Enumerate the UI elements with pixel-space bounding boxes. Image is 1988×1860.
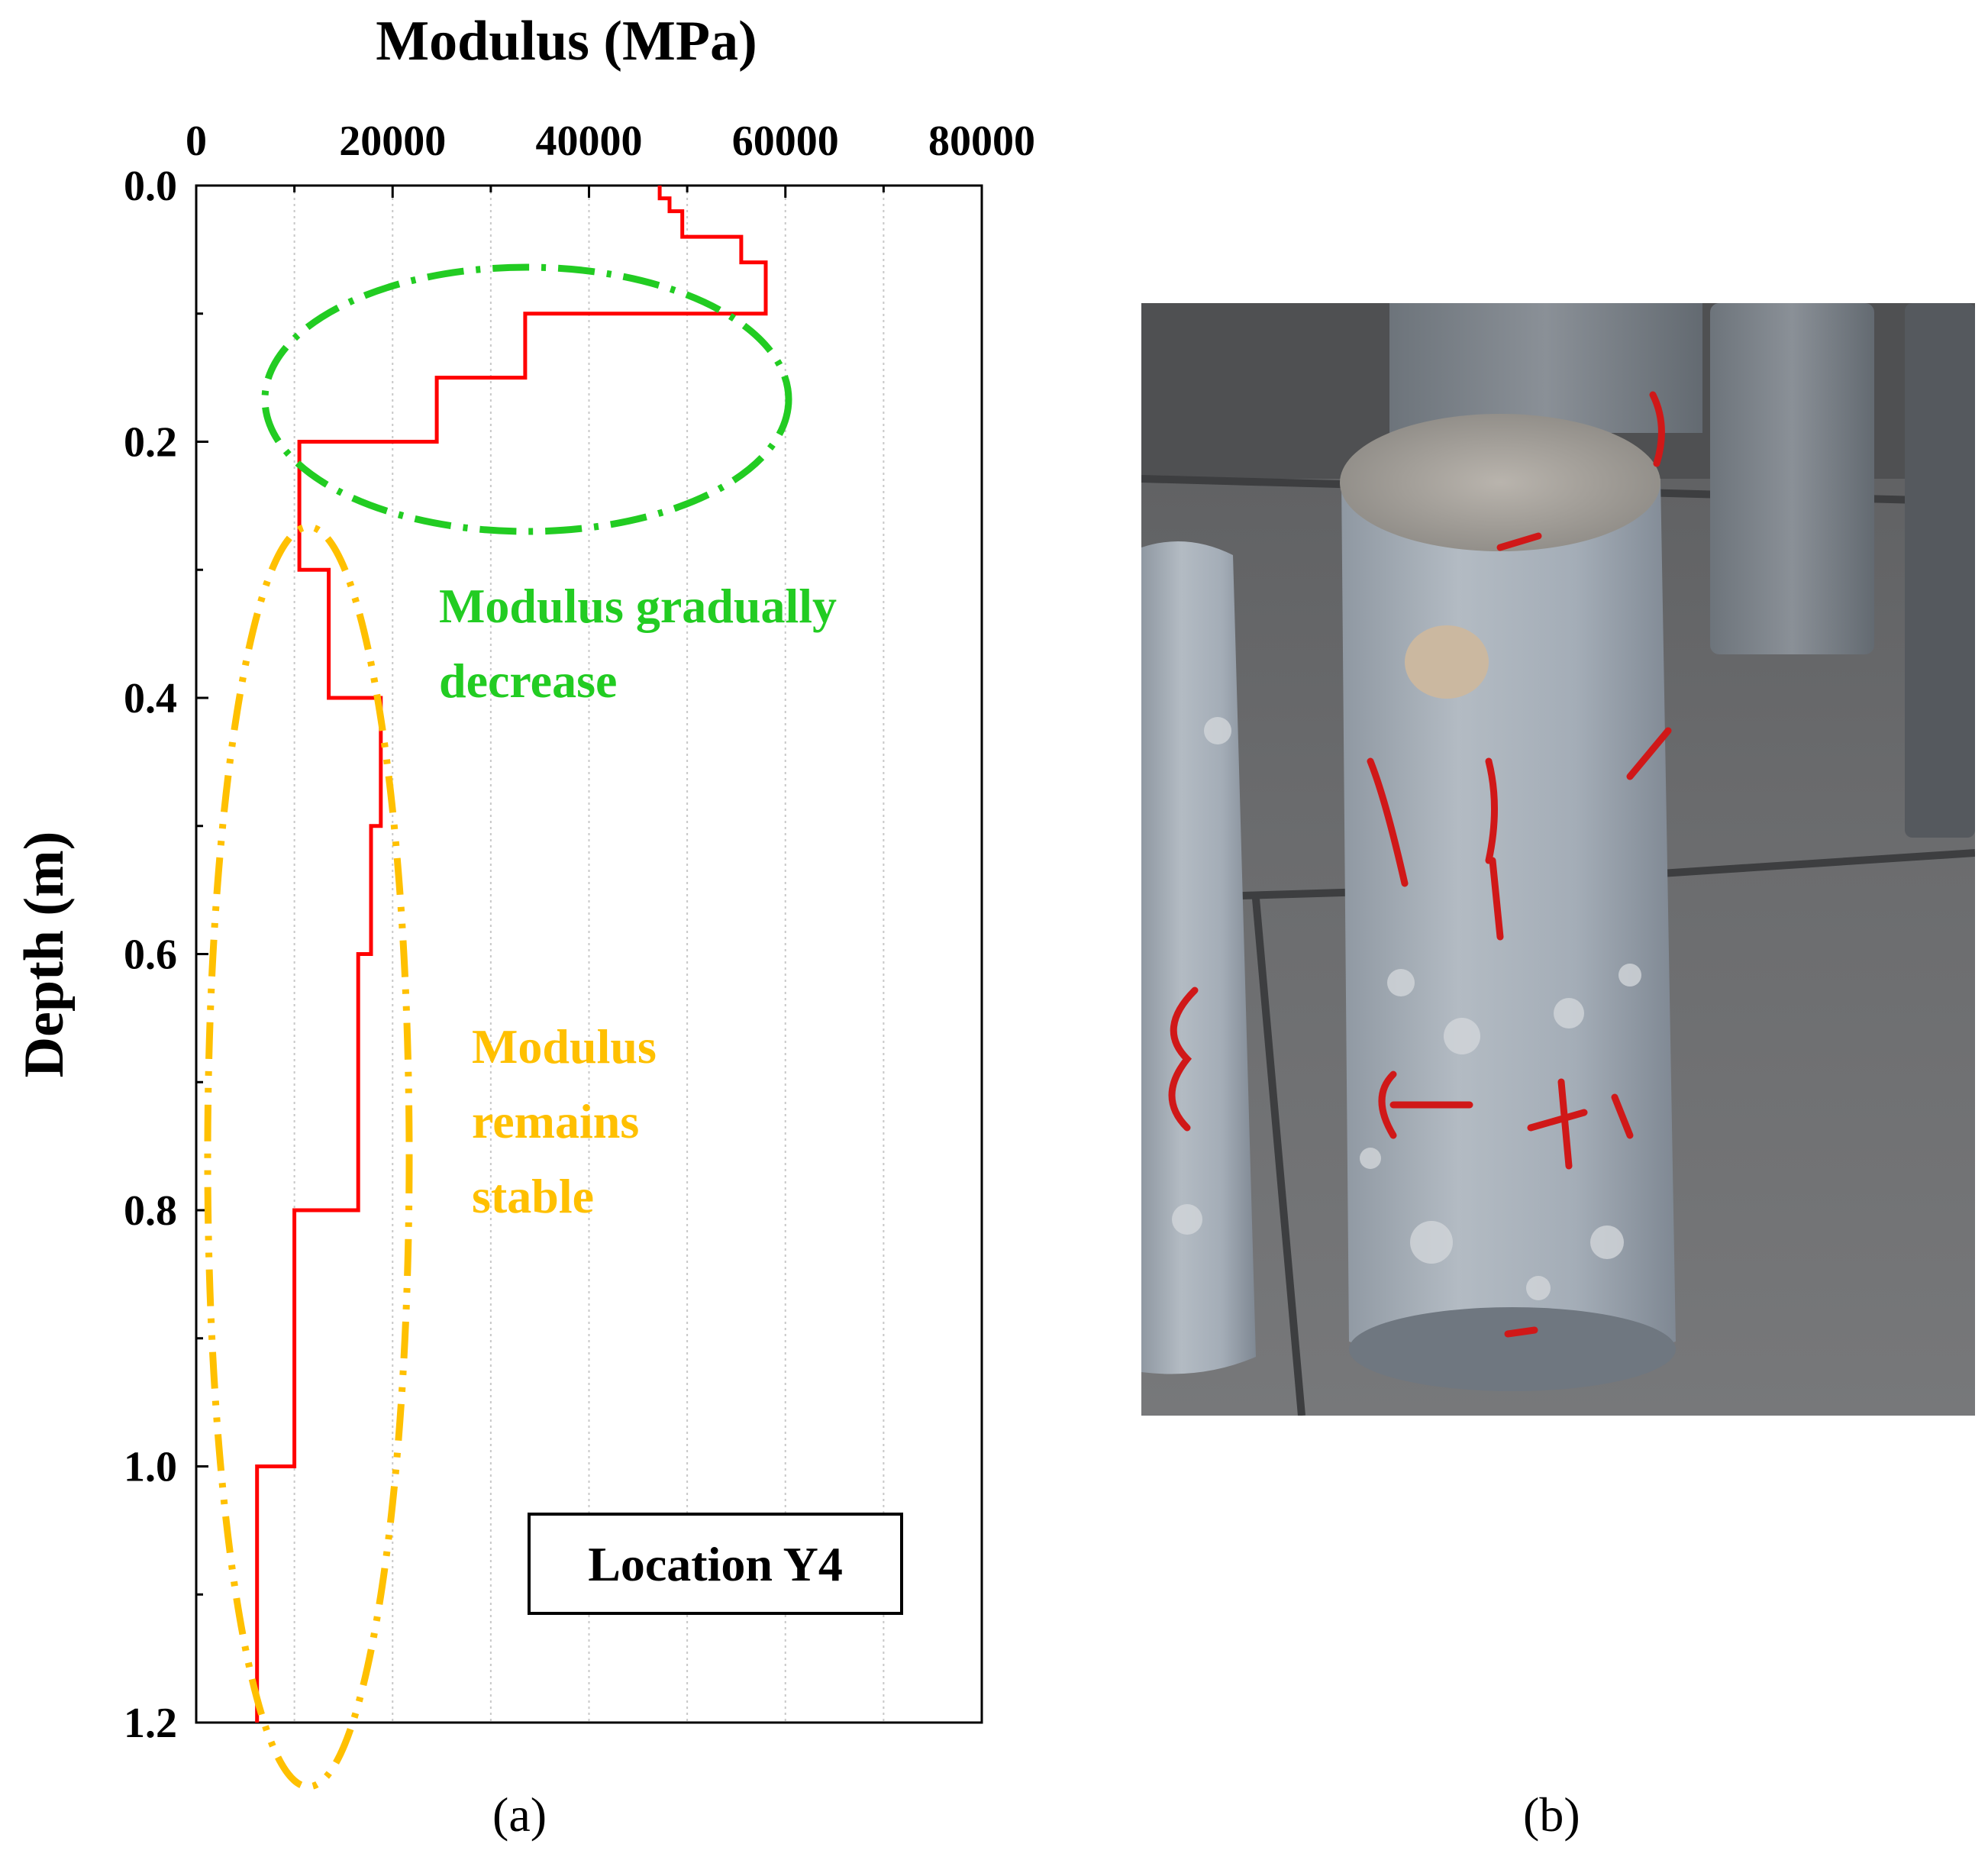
y-tick-label: 1.0 bbox=[124, 1444, 177, 1491]
grid-lines bbox=[293, 186, 885, 1723]
photo-beige-aggregate bbox=[1405, 625, 1489, 699]
y-tick-label: 0.0 bbox=[124, 163, 177, 210]
photo-back-core-far-right bbox=[1905, 303, 1975, 838]
x-tick-label: 40000 bbox=[536, 118, 643, 165]
green-ellipse-annotation bbox=[261, 263, 792, 535]
x-tick-label: 20000 bbox=[339, 118, 446, 165]
green-annotation-line-1: Modulus gradually bbox=[439, 579, 837, 633]
y-axis-title: Depth (m) bbox=[13, 832, 76, 1078]
x-tick-label: 0 bbox=[186, 118, 207, 165]
photo-red-markings bbox=[1168, 391, 1672, 1338]
modulus-series-line bbox=[255, 186, 768, 1723]
x-tick-labels: 0 20000 40000 60000 80000 bbox=[186, 118, 1035, 165]
orange-ellipse-annotation bbox=[204, 523, 413, 1791]
orange-annotation-line-3: stable bbox=[472, 1169, 594, 1223]
photo-back-core-left bbox=[1389, 303, 1702, 433]
x-tick-label: 60000 bbox=[732, 118, 839, 165]
panel-label-b: (b) bbox=[1523, 1787, 1580, 1842]
x-tick-label: 80000 bbox=[928, 118, 1035, 165]
axis-ticks bbox=[195, 184, 983, 1724]
location-label-box bbox=[528, 1513, 903, 1615]
y-tick-labels: 0.0 0.2 0.4 0.6 0.8 1.0 1.2 bbox=[124, 163, 177, 1747]
green-annotation-line-2: decrease bbox=[439, 654, 617, 708]
panel-label-a: (a) bbox=[492, 1787, 547, 1842]
orange-annotation-line-2: remains bbox=[472, 1094, 639, 1148]
y-tick-label: 0.8 bbox=[124, 1187, 177, 1235]
photo-aggregate-spots bbox=[1172, 717, 1641, 1300]
concrete-core-photo bbox=[1141, 303, 1975, 1416]
photo-back-core-right bbox=[1710, 303, 1874, 654]
photo-main-core-body bbox=[1341, 452, 1676, 1368]
photo-left-core bbox=[1141, 541, 1256, 1374]
x-axis-title: Modulus (MPa) bbox=[376, 10, 757, 73]
location-label: Location Y4 bbox=[588, 1537, 843, 1591]
y-tick-label: 0.6 bbox=[124, 932, 177, 979]
photo-main-core-top bbox=[1340, 414, 1660, 551]
plot-frame bbox=[195, 184, 983, 1724]
orange-annotation-line-1: Modulus bbox=[472, 1019, 657, 1074]
y-tick-label: 0.2 bbox=[124, 419, 177, 467]
modulus-depth-chart: 0 20000 40000 60000 80000 0.0 0.2 0.4 0.6 0.8 1.0… bbox=[13, 10, 1035, 1791]
photo-core-bottom bbox=[1349, 1307, 1676, 1391]
y-tick-label: 0.4 bbox=[124, 675, 177, 722]
y-tick-label: 1.2 bbox=[124, 1700, 177, 1747]
